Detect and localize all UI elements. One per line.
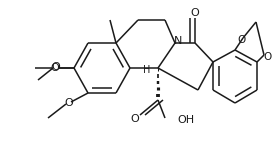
Text: H: H: [143, 65, 151, 75]
Text: O: O: [264, 52, 272, 62]
Text: O: O: [52, 62, 60, 72]
Text: O: O: [50, 63, 59, 73]
Text: O: O: [237, 35, 245, 45]
Text: O: O: [65, 98, 73, 108]
Text: O: O: [131, 114, 140, 124]
Text: OH: OH: [177, 115, 194, 125]
Text: N: N: [174, 36, 182, 46]
Text: O: O: [191, 8, 199, 18]
